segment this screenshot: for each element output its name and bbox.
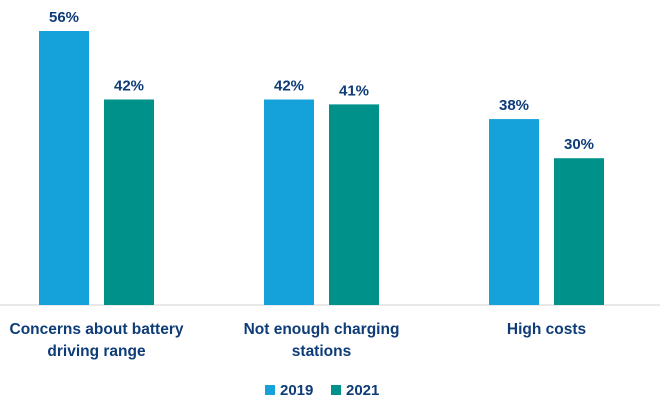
category-label-1-line-1: stations	[292, 343, 351, 360]
category-label-0-line-0: Concerns about battery	[10, 321, 184, 338]
legend-swatch-2021	[331, 385, 341, 395]
bars-layer	[39, 31, 604, 306]
category-labels-layer: Concerns about battery driving range Not e…	[10, 321, 587, 360]
legend: 2019 2021	[265, 382, 379, 399]
category-label-2-line-0: High costs	[507, 321, 586, 338]
bar-2021-0	[104, 99, 154, 305]
legend-label-2021: 2021	[346, 382, 379, 399]
value-label-2019-2: 38%	[499, 97, 529, 114]
bar-2019-1	[264, 99, 314, 305]
value-label-2021-0: 42%	[114, 78, 144, 95]
category-label-1-line-0: Not enough charging	[244, 321, 400, 338]
value-label-2019-0: 56%	[49, 9, 79, 26]
legend-swatch-2019	[265, 385, 275, 395]
legend-label-2019: 2019	[280, 382, 313, 399]
value-label-2021-1: 41%	[339, 82, 369, 99]
value-labels-layer: 56% 42% 42% 41% 38% 30%	[49, 9, 594, 153]
category-label-0-line-1: driving range	[47, 343, 146, 360]
value-label-2019-1: 42%	[274, 78, 304, 95]
bar-2019-0	[39, 31, 89, 305]
value-label-2021-2: 30%	[564, 136, 594, 153]
bar-2021-2	[554, 158, 604, 305]
bar-2019-2	[489, 119, 539, 305]
bar-2021-1	[329, 104, 379, 306]
